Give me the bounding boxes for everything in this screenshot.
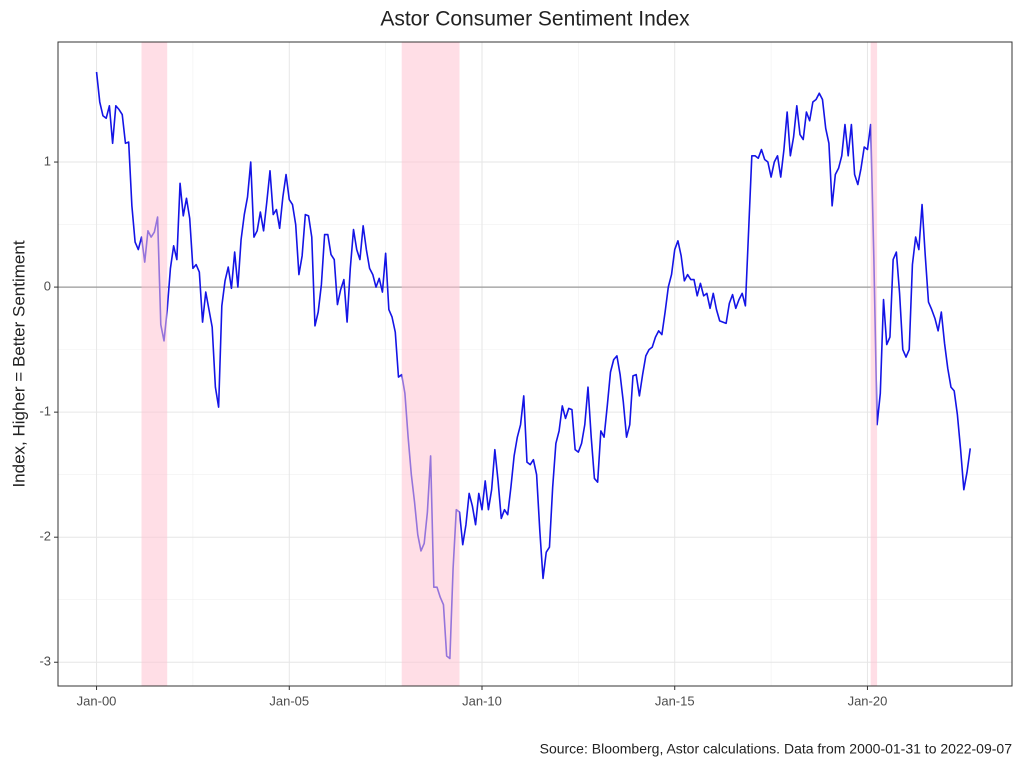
recession-band [141,42,168,686]
data-line [95,71,972,660]
x-tick-label: Jan-15 [655,693,695,708]
y-tick-label: 1 [44,153,51,168]
recession-band [401,42,460,686]
y-tick-label: -2 [39,529,51,544]
y-tick-label: -1 [39,404,51,419]
y-axis-label: Index, Higher = Better Sentiment [9,240,28,487]
chart-title: Astor Consumer Sentiment Index [380,8,690,31]
y-tick-label: 0 [44,279,51,294]
x-tick-label: Jan-00 [77,693,117,708]
recession-band [870,42,878,686]
x-tick-label: Jan-05 [269,693,309,708]
caption: Source: Bloomberg, Astor calculations. D… [540,741,1013,757]
panel-border [57,41,1013,687]
y-tick-label: -3 [39,654,51,669]
x-tick-label: Jan-10 [462,693,502,708]
x-tick-label: Jan-20 [848,693,888,708]
